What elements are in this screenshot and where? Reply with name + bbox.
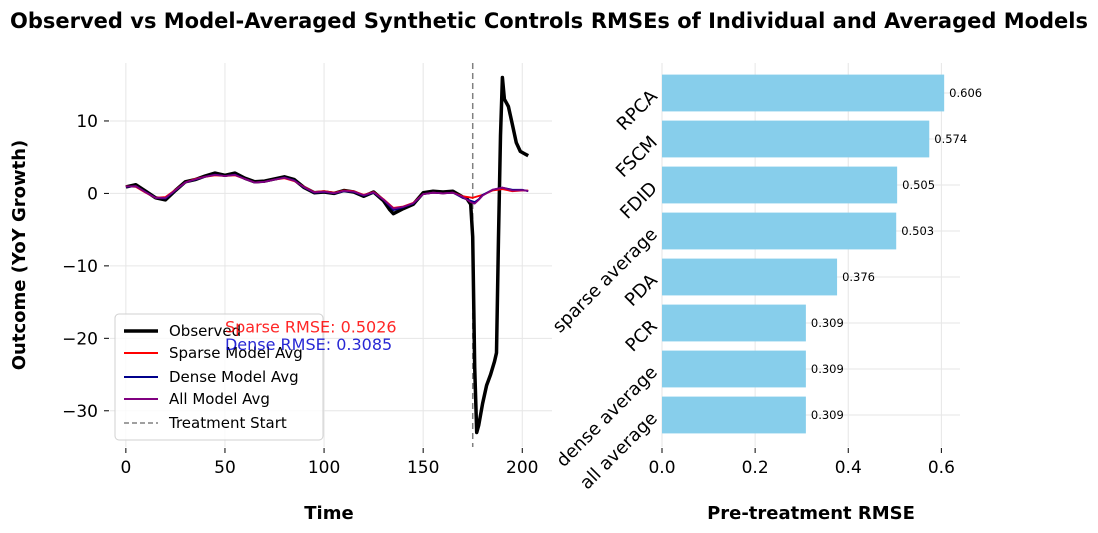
bar-chart-xtick-label: 0.2 — [742, 458, 769, 478]
legend-label-observed: Observed — [169, 322, 241, 340]
bar-category-label: FDID — [616, 178, 662, 224]
dense-rmse-annotation: Dense RMSE: 0.3085 — [225, 335, 392, 354]
bar-value-label: 0.309 — [811, 362, 844, 376]
line-chart-xtick-label: 50 — [214, 458, 236, 478]
line-chart-xtick-label: 200 — [506, 458, 538, 478]
line-chart-xtick-label: 100 — [308, 458, 340, 478]
bar-fdid — [662, 166, 898, 204]
series-line-observed — [125, 75, 530, 435]
line-chart-x-ticks: 0 50 100 150 200 — [120, 448, 538, 478]
legend-label-all: All Model Avg — [169, 390, 270, 408]
bar-fscm — [662, 120, 930, 158]
line-chart-xtick-label: 0 — [120, 458, 131, 478]
line-chart-xtick-label: 150 — [407, 458, 439, 478]
bar-value-label: 0.574 — [934, 132, 967, 146]
bar-chart-bars: 0.606 0.574 0.505 0.503 0.376 0.309 0.309 0.309 — [662, 74, 982, 434]
line-chart-xlabel: Time — [304, 503, 353, 524]
legend-label-dense: Dense Model Avg — [169, 368, 299, 386]
bar-category-label: PCR — [622, 316, 662, 356]
line-chart-series — [125, 75, 530, 435]
line-chart-ytick-label: −30 — [62, 402, 98, 422]
bar-dense-average — [662, 350, 806, 388]
bar-category-label: FSCM — [612, 132, 662, 182]
bar-all-average — [662, 396, 806, 434]
line-chart-ytick-label: −10 — [62, 257, 98, 277]
bar-chart-xtick-label: 0.4 — [835, 458, 862, 478]
sparse-rmse-annotation: Sparse RMSE: 0.5026 — [225, 318, 397, 337]
legend-box — [114, 313, 324, 441]
line-chart-grid — [110, 63, 552, 447]
bar-sparse-average — [662, 212, 897, 250]
bar-value-label: 0.376 — [842, 270, 875, 284]
bar-value-label: 0.606 — [949, 86, 982, 100]
line-chart-ytick-label: 0 — [87, 184, 98, 204]
bar-value-label: 0.503 — [901, 224, 934, 238]
bar-value-label: 0.309 — [811, 316, 844, 330]
line-chart-ytick-label: −20 — [62, 329, 98, 349]
legend: Observed Sparse Model Avg Dense Model Av… — [114, 313, 324, 441]
bar-value-label: 0.505 — [902, 178, 935, 192]
legend-label-sparse: Sparse Model Avg — [169, 344, 303, 362]
bar-pcr — [662, 304, 806, 342]
bar-value-label: 0.309 — [811, 408, 844, 422]
bar-category-label: RPCA — [613, 85, 662, 134]
legend-label-treatment: Treatment Start — [168, 414, 287, 432]
series-line-all-model-avg — [125, 174, 529, 210]
bar-chart-xtick-label: 0.6 — [928, 458, 955, 478]
bar-pda — [662, 258, 838, 296]
line-chart-title: Observed vs Model-Averaged Synthetic Con… — [10, 9, 583, 33]
line-chart-y-ticks: 10 0 −10 −20 −30 — [62, 112, 109, 422]
bar-chart: RMSEs of Individual and Averaged Models … — [549, 9, 1088, 524]
bar-chart-xtick-label: 0.0 — [648, 458, 675, 478]
bar-category-label: PDA — [621, 269, 662, 310]
line-chart-ytick-label: 10 — [76, 112, 98, 132]
line-chart-ylabel: Outcome (YoY Growth) — [9, 140, 30, 371]
bar-rpca — [662, 74, 945, 112]
bar-chart-x-ticks: 0.0 0.2 0.4 0.6 — [648, 448, 955, 478]
bar-chart-title: RMSEs of Individual and Averaged Models — [591, 9, 1088, 33]
line-chart: Observed vs Model-Averaged Synthetic Con… — [9, 9, 583, 524]
bar-chart-xlabel: Pre-treatment RMSE — [707, 503, 915, 524]
